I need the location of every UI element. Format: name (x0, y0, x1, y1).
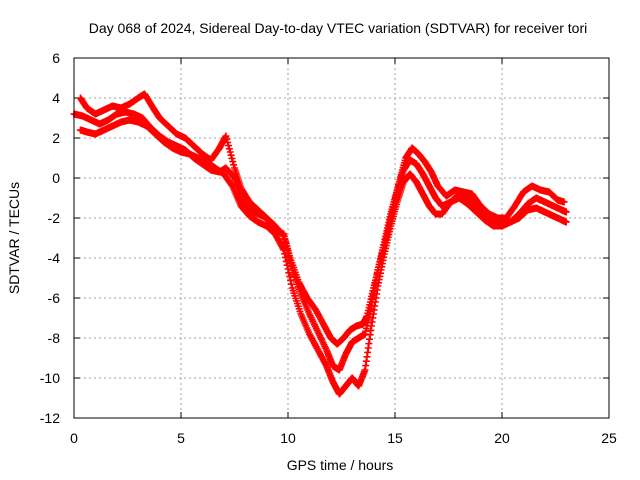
chart-title: Day 068 of 2024, Sidereal Day-to-day VTE… (89, 20, 588, 36)
x-tick-label: 25 (601, 430, 617, 446)
y-tick-label: -8 (48, 330, 61, 346)
y-tick-label: -2 (48, 210, 61, 226)
data-point (286, 273, 294, 281)
plot-frame (73, 57, 610, 419)
data-point (281, 235, 289, 243)
data-point (562, 208, 570, 216)
data-point (227, 151, 235, 159)
y-tick-label: 6 (52, 50, 60, 66)
data-point (223, 135, 231, 143)
x-tick-label: 0 (70, 430, 78, 446)
data-point (287, 276, 295, 284)
data-point (229, 158, 237, 166)
data-point (280, 246, 288, 254)
x-tick-label: 20 (494, 430, 510, 446)
data-point (285, 269, 293, 277)
data-point (280, 232, 288, 240)
data-point (562, 218, 570, 226)
x-tick-labels: 0 5 10 15 20 25 (70, 430, 617, 446)
x-tick-label: 10 (280, 430, 296, 446)
data-point (224, 138, 232, 146)
data-point (560, 198, 568, 206)
y-tick-label: -10 (40, 370, 60, 386)
data-point (281, 254, 289, 262)
x-axis-label: GPS time / hours (287, 457, 394, 473)
data-point (283, 261, 291, 269)
y-tick-label: -12 (40, 410, 60, 426)
data-point (287, 280, 295, 288)
data-point (279, 231, 287, 239)
y-tick-label: -4 (48, 250, 61, 266)
data-points (70, 90, 570, 398)
x-tick-label: 15 (387, 430, 403, 446)
data-point (225, 145, 233, 153)
data-point (228, 154, 236, 162)
y-tick-label: 2 (52, 130, 60, 146)
data-point (284, 265, 292, 273)
data-point (230, 161, 238, 169)
data-point (226, 148, 234, 156)
y-tick-label: 0 (52, 170, 60, 186)
data-point (222, 132, 230, 140)
y-tick-labels: -12 -10 -8 -6 -4 -2 0 2 4 6 (40, 50, 60, 426)
data-point (281, 250, 289, 258)
y-axis-label: SDTVAR / TECUs (6, 182, 22, 294)
x-tick-label: 5 (177, 430, 185, 446)
data-series (76, 116, 570, 398)
y-tick-label: 4 (52, 90, 60, 106)
data-point (285, 252, 293, 260)
data-point (282, 257, 290, 265)
data-point (225, 142, 233, 150)
y-tick-label: -6 (48, 290, 61, 306)
